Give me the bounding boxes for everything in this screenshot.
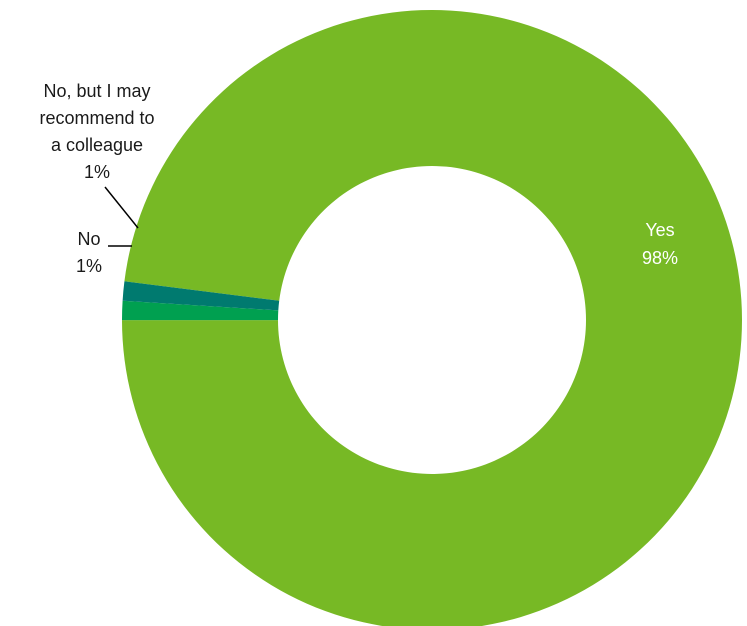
slice-label-recommend-line1: No, but I may [43,81,150,101]
slice-label-yes: Yes [645,220,674,240]
slice-value-no: 1% [76,256,102,276]
slice-value-yes: 98% [642,248,678,268]
slice-no [122,300,279,321]
leader-line-recommend [104,186,139,229]
slice-value-recommend: 1% [84,162,110,182]
slice-recommend [122,281,280,311]
slice-yes [122,10,742,626]
donut-slices [122,10,742,626]
slice-label-no: No [77,229,100,249]
slice-label-recommend-line2: recommend to [39,108,154,128]
slice-label-recommend-line3: a colleague [51,135,143,155]
